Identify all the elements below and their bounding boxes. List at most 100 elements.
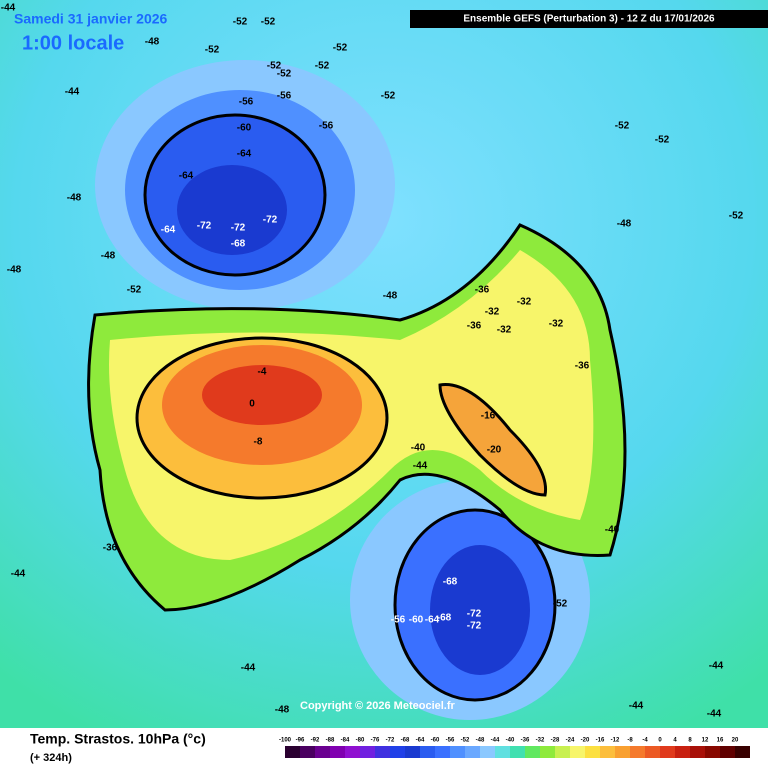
- contour-label: -60: [409, 615, 424, 626]
- colorbar-swatch: [360, 746, 375, 758]
- contour-label: -44: [413, 461, 428, 472]
- colorbar-swatch: [705, 746, 720, 758]
- colorbar-label: -48: [476, 738, 485, 744]
- colorbar-swatch: [585, 746, 600, 758]
- colorbar-swatch: [690, 746, 705, 758]
- contour-label: -36: [467, 321, 482, 332]
- contour-label: -56: [391, 615, 406, 626]
- contour-label: -36: [575, 361, 590, 372]
- contour-label: -48: [617, 219, 632, 230]
- warm-zone: [438, 383, 548, 497]
- colorbar-swatch: [405, 746, 420, 758]
- colorbar-label: -92: [311, 738, 320, 744]
- colorbar-label: -36: [521, 738, 530, 744]
- contour-label: -52: [127, 285, 142, 296]
- contour-label: -72: [231, 223, 246, 234]
- colorbar-label: 4: [673, 738, 677, 744]
- contour-label: -20: [487, 445, 502, 456]
- colorbar-label: -84: [341, 738, 350, 744]
- contour-label: -36: [103, 543, 118, 554]
- colorbar-label: -80: [356, 738, 365, 744]
- colorbar-label: -12: [611, 738, 620, 744]
- contour-label: -48: [7, 265, 22, 276]
- colorbar-swatch: [345, 746, 360, 758]
- contour-label: -52: [315, 61, 330, 72]
- contour-label: -52: [729, 211, 744, 222]
- colorbar-swatch: [720, 746, 735, 758]
- colorbar-swatch: [480, 746, 495, 758]
- colorbar-swatch: [285, 746, 300, 758]
- contour-label: -32: [485, 307, 500, 318]
- colorbar-label: -76: [371, 738, 380, 744]
- contour-label: -52: [261, 17, 276, 28]
- contour-label: -52: [615, 121, 630, 132]
- colorbar-label: -88: [326, 738, 335, 744]
- contour-label: -48: [383, 291, 398, 302]
- colorbar-swatch: [735, 746, 750, 758]
- colorbar-label: -44: [491, 738, 500, 744]
- contour-label: -64: [179, 171, 194, 182]
- contour-label: -52: [381, 91, 396, 102]
- colorbar-swatch: [630, 746, 645, 758]
- colorbar-swatch: [555, 746, 570, 758]
- contour-label: -72: [467, 621, 482, 632]
- contour-label: -52: [553, 599, 568, 610]
- colorbar-label: -4: [642, 738, 648, 744]
- contour-label: -52: [277, 69, 292, 80]
- contour-label: -44: [629, 701, 644, 712]
- colorbar-label: -8: [627, 738, 633, 744]
- contour-label: -4: [258, 367, 267, 378]
- colorbar-swatch: [570, 746, 585, 758]
- colorbar-label: 16: [717, 738, 724, 744]
- colorbar-swatch: [390, 746, 405, 758]
- colorbar-label: -68: [401, 738, 410, 744]
- colorbar-swatch: [435, 746, 450, 758]
- contour-label: -48: [101, 251, 116, 262]
- colorbar-label: -28: [551, 738, 560, 744]
- colorbar-swatch: [465, 746, 480, 758]
- contour-label: -32: [497, 325, 512, 336]
- colorbar-swatch: [615, 746, 630, 758]
- contour-label: -56: [239, 97, 254, 108]
- colorbar-swatch: [525, 746, 540, 758]
- contour-label: -64: [237, 149, 252, 160]
- colorbar-swatch: [600, 746, 615, 758]
- contour-label: -68: [231, 239, 246, 250]
- contour-label: -56: [319, 121, 334, 132]
- contour-label: -44: [65, 87, 80, 98]
- contour-label: -48: [145, 37, 160, 48]
- contour-label: -52: [233, 17, 248, 28]
- colorbar-label: -20: [581, 738, 590, 744]
- cold-zone: [177, 165, 287, 255]
- warm-zone: [202, 365, 322, 425]
- contour-label: -72: [467, 609, 482, 620]
- colorbar-label: -72: [386, 738, 395, 744]
- contour-label: -52: [655, 135, 670, 146]
- contour-label: -40: [411, 443, 426, 454]
- lead-label: (+ 324h): [30, 752, 72, 764]
- colorbar-swatch: [330, 746, 345, 758]
- colorbar-label: -40: [506, 738, 515, 744]
- contour-label: -52: [205, 45, 220, 56]
- contour-label: -8: [254, 437, 263, 448]
- date-label: Samedi 31 janvier 2026: [14, 11, 168, 27]
- colorbar-swatch: [300, 746, 315, 758]
- contour-label: -36: [475, 285, 490, 296]
- contour-label: -44: [709, 661, 724, 672]
- contour-label: -48: [67, 193, 82, 204]
- colorbar-swatch: [495, 746, 510, 758]
- colorbar-label: -52: [461, 738, 470, 744]
- colorbar-label: 12: [702, 738, 709, 744]
- time-label: 1:00 locale: [22, 32, 124, 54]
- copyright: Copyright © 2026 Meteociel.fr: [300, 700, 456, 712]
- colorbar-label: -56: [446, 738, 455, 744]
- colorbar-swatch: [420, 746, 435, 758]
- contour-label: -52: [333, 43, 348, 54]
- colorbar-label: -32: [536, 738, 545, 744]
- contour-label: -64: [425, 615, 440, 626]
- contour-label: -72: [263, 215, 278, 226]
- colorbar-label: -16: [596, 738, 605, 744]
- colorbar-label: -60: [431, 738, 440, 744]
- contour-label: -40: [605, 525, 620, 536]
